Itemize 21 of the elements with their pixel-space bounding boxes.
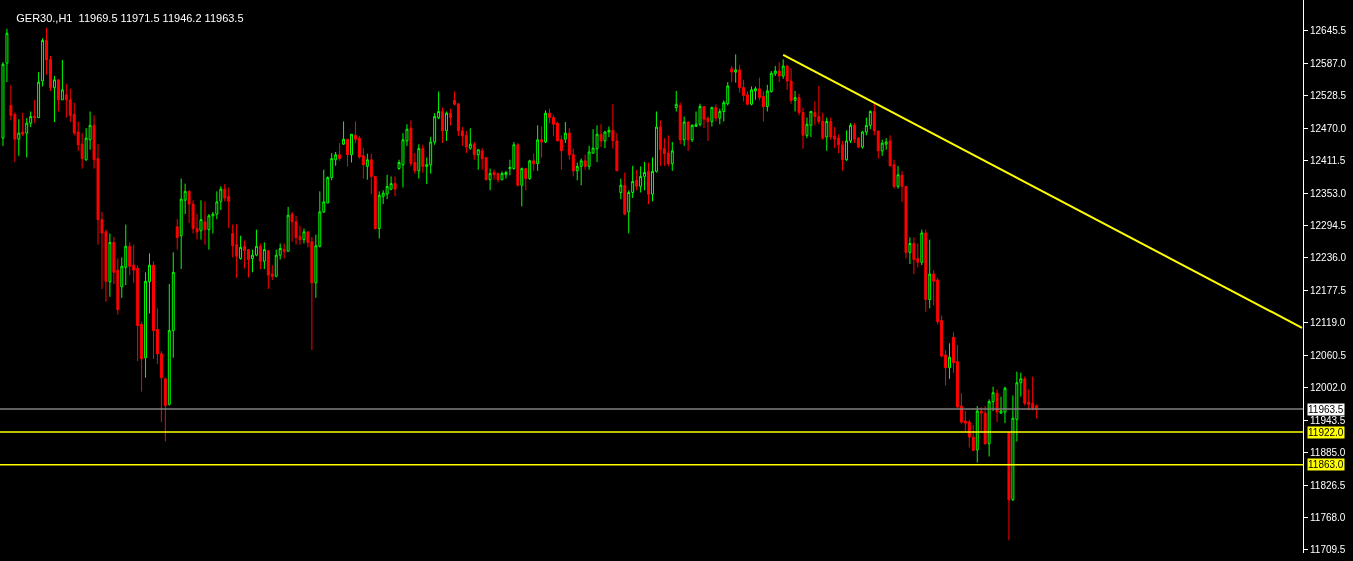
y-tick-label: 11885.0 [1310, 447, 1346, 459]
y-tick-label: 12411.5 [1310, 155, 1346, 167]
y-tick-label: 11943.5 [1310, 414, 1346, 426]
ref-line-label: 11963.5 [1308, 404, 1344, 415]
y-tick-label: 12294.5 [1310, 219, 1347, 231]
y-tick-label: 12528.5 [1310, 90, 1347, 102]
ref-line-label: 11863.0 [1308, 459, 1344, 470]
y-tick-label: 12002.0 [1310, 382, 1347, 394]
y-tick-label: 12177.5 [1310, 284, 1347, 296]
y-tick-label: 12470.0 [1310, 122, 1347, 134]
y-tick-label: 11826.5 [1310, 479, 1346, 491]
ref-line-label: 11922.0 [1308, 427, 1344, 438]
y-tick-label: 12353.0 [1310, 187, 1347, 199]
y-tick-label: 11768.0 [1310, 512, 1346, 523]
y-tick-label: 12236.0 [1310, 252, 1347, 264]
y-tick-label: 12645.5 [1310, 25, 1347, 37]
y-tick-label: 12119.0 [1310, 317, 1346, 329]
y-tick-label: 11709.5 [1310, 544, 1346, 556]
y-tick-label: 12587.0 [1310, 57, 1347, 69]
text: GER30.,H1 11969.5 11971.5 11946.2 11963.5 [16, 11, 244, 24]
y-tick-label: 12060.5 [1310, 349, 1347, 361]
